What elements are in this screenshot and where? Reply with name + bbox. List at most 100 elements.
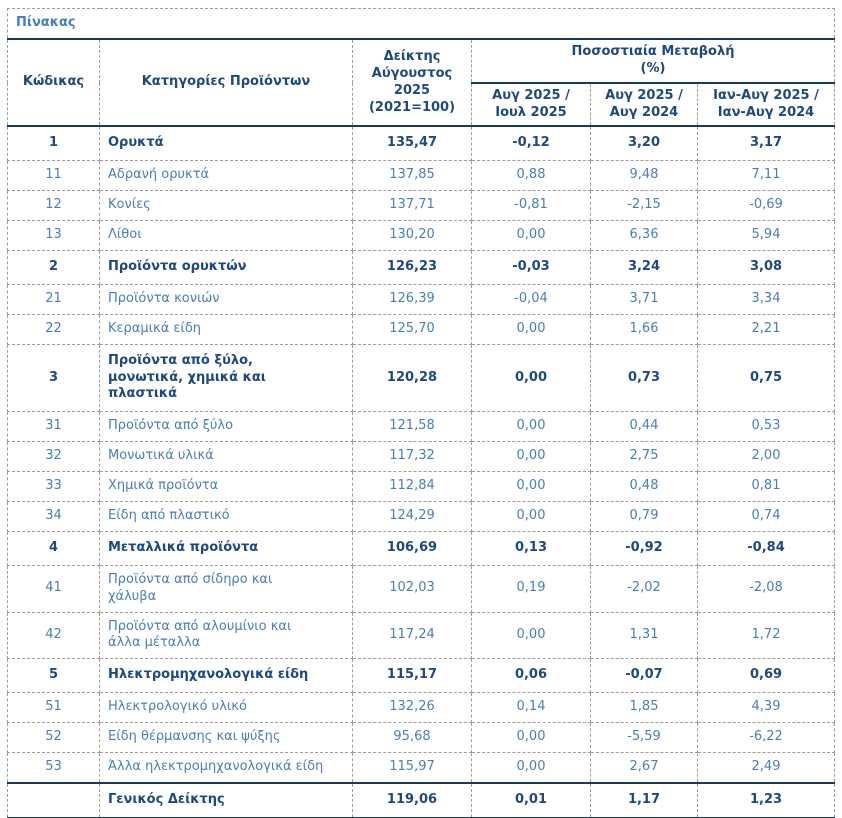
cell-pct-month: 0,19	[471, 564, 591, 613]
cell-index: 137,71	[352, 190, 472, 222]
cell-pct-month: 0,14	[471, 692, 591, 724]
cell-index: 124,29	[352, 501, 472, 532]
cell-index: 125,70	[352, 313, 472, 345]
col-header-pct-ytd: Ιαν-Αυγ 2025 / Ιαν-Αυγ 2024	[696, 82, 836, 128]
cell-code: 41	[7, 564, 100, 613]
cell-pct-month: 0,13	[471, 530, 591, 566]
cell-pct-ytd: 0,75	[696, 343, 836, 413]
cell-pct-year: 0,79	[590, 501, 698, 532]
cell-category: Γενικός Δείκτης	[99, 781, 353, 818]
table-row: 33 Χημικά προϊόντα 112,84 0,00 0,48 0,81	[7, 471, 836, 503]
cell-code: 42	[7, 611, 100, 660]
cell-pct-year: 3,20	[590, 125, 698, 162]
cell-pct-month: 0,00	[471, 313, 591, 345]
table-title-row: Πίνακας	[6, 7, 836, 40]
cell-pct-year: 0,44	[590, 411, 698, 443]
cell-pct-year: -2,15	[590, 190, 698, 222]
cell-code: 11	[7, 160, 100, 192]
cell-pct-year: -0,92	[590, 530, 698, 566]
table-header: Πίνακας Κώδικας Κατηγορίες Προϊόντων Δεί…	[6, 7, 836, 128]
table-row: 13 Λίθοι 130,20 0,00 6,36 5,94	[7, 220, 836, 252]
cell-pct-ytd: -0,84	[696, 530, 836, 566]
cell-pct-ytd: 5,94	[696, 220, 836, 252]
cell-category: Ορυκτά	[99, 125, 353, 162]
cell-index: 137,85	[352, 160, 472, 192]
cell-pct-month: 0,00	[471, 501, 591, 532]
cell-code: 34	[7, 501, 100, 532]
col-header-index: Δείκτης Αύγουστος 2025 (2021=100)	[352, 38, 472, 128]
cell-pct-month: -0,12	[471, 125, 591, 162]
cell-pct-month: 0,88	[471, 160, 591, 192]
cell-pct-ytd: 0,69	[696, 658, 836, 694]
cell-pct-ytd: 0,53	[696, 411, 836, 443]
cell-code: 52	[7, 722, 100, 754]
cell-pct-year: 9,48	[590, 160, 698, 192]
cell-pct-ytd: 2,00	[696, 441, 836, 473]
cell-category: Χημικά προϊόντα	[99, 471, 353, 503]
table-row: 34 Είδη από πλαστικό 124,29 0,00 0,79 0,74	[7, 501, 836, 532]
cell-pct-month: 0,00	[471, 411, 591, 443]
col-header-category: Κατηγορίες Προϊόντων	[99, 38, 353, 128]
table-row: 41 Προϊόντα από σίδηρο και χάλυβα 102,03 0,…	[7, 564, 836, 613]
cell-index: 130,20	[352, 220, 472, 252]
cell-pct-year: -2,02	[590, 564, 698, 613]
cell-pct-year: 1,31	[590, 611, 698, 660]
cell-code: 4	[7, 530, 100, 566]
cell-index: 120,28	[352, 343, 472, 413]
products-index-table: Πίνακας Κώδικας Κατηγορίες Προϊόντων Δεί…	[6, 7, 836, 818]
cell-pct-year: 1,17	[590, 781, 698, 818]
cell-pct-ytd: 7,11	[696, 160, 836, 192]
col-header-pct-year: Αυγ 2025 / Αυγ 2024	[590, 82, 698, 128]
cell-category: Προϊόντα από αλουμίνιο και άλλα μέταλλα	[99, 611, 353, 660]
cell-category: Είδη από πλαστικό	[99, 501, 353, 532]
cell-pct-ytd: 3,17	[696, 125, 836, 162]
cell-pct-month: 0,01	[471, 781, 591, 818]
cell-category: Προϊόντα από ξύλο	[99, 411, 353, 443]
cell-index: 115,97	[352, 752, 472, 784]
table-row-group: 5 Ηλεκτρομηχανολογικά είδη 115,17 0,06 -0,07…	[7, 658, 836, 694]
cell-pct-ytd: 3,08	[696, 250, 836, 285]
cell-index: 126,39	[352, 283, 472, 315]
cell-category: Μονωτικά υλικά	[99, 441, 353, 473]
cell-category: Αδρανή ορυκτά	[99, 160, 353, 192]
cell-pct-year: 1,85	[590, 692, 698, 724]
cell-category: Προϊόντα από ξύλο, μονωτικά, χημικά και …	[99, 343, 353, 413]
cell-code: 13	[7, 220, 100, 252]
cell-pct-ytd: -2,08	[696, 564, 836, 613]
table-row: 11 Αδρανή ορυκτά 137,85 0,88 9,48 7,11	[7, 160, 836, 192]
table-row-group: 2 Προϊόντα ορυκτών 126,23 -0,03 3,24 3,08	[7, 250, 836, 285]
col-header-code: Κώδικας	[7, 38, 100, 128]
table-body: 1 Ορυκτά 135,47 -0,12 3,20 3,17 11 Αδρανή ορυκτ…	[7, 125, 836, 784]
cell-index: 117,32	[352, 441, 472, 473]
table-row: 32 Μονωτικά υλικά 117,32 0,00 2,75 2,00	[7, 441, 836, 473]
table-row: 12 Κονίες 137,71 -0,81 -2,15 -0,69	[7, 190, 836, 222]
cell-index: 117,24	[352, 611, 472, 660]
cell-category: Είδη θέρμανσης και ψύξης	[99, 722, 353, 754]
table-row-group: 1 Ορυκτά 135,47 -0,12 3,20 3,17	[7, 125, 836, 162]
cell-pct-year: 0,48	[590, 471, 698, 503]
table-row: 53 Άλλα ηλεκτρομηχανολογικά είδη 115,97 0,0…	[7, 752, 836, 784]
cell-code: 53	[7, 752, 100, 784]
cell-pct-year: 2,75	[590, 441, 698, 473]
cell-category: Άλλα ηλεκτρομηχανολογικά είδη	[99, 752, 353, 784]
cell-pct-month: 0,00	[471, 220, 591, 252]
table-row: 21 Προϊόντα κονιών 126,39 -0,04 3,71 3,34	[7, 283, 836, 315]
cell-category: Κονίες	[99, 190, 353, 222]
cell-pct-month: -0,04	[471, 283, 591, 315]
cell-pct-month: 0,00	[471, 752, 591, 784]
cell-pct-year: 2,67	[590, 752, 698, 784]
table-row: 42 Προϊόντα από αλουμίνιο και άλλα μέταλλ…	[7, 611, 836, 660]
cell-index: 112,84	[352, 471, 472, 503]
cell-pct-month: 0,06	[471, 658, 591, 694]
cell-category: Προϊόντα ορυκτών	[99, 250, 353, 285]
cell-pct-ytd: 1,72	[696, 611, 836, 660]
cell-category: Προϊόντα κονιών	[99, 283, 353, 315]
table-row: 31 Προϊόντα από ξύλο 121,58 0,00 0,44 0,53	[7, 411, 836, 443]
table-row: 22 Κεραμικά είδη 125,70 0,00 1,66 2,21	[7, 313, 836, 345]
cell-category: Λίθοι	[99, 220, 353, 252]
cell-pct-ytd: -6,22	[696, 722, 836, 754]
cell-category: Προϊόντα από σίδηρο και χάλυβα	[99, 564, 353, 613]
cell-code: 12	[7, 190, 100, 222]
cell-index: 102,03	[352, 564, 472, 613]
